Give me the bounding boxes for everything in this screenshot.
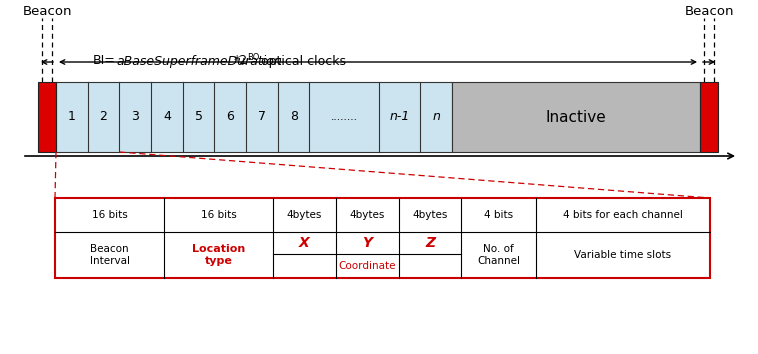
Text: n: n [432,110,440,124]
Text: 3: 3 [131,110,139,124]
Text: Location
type: Location type [192,244,245,266]
Bar [38,82,56,152]
Text: 4bytes: 4bytes [349,210,385,220]
Text: 1: 1 [68,110,76,124]
Text: 6: 6 [227,110,234,124]
Text: Coordinate: Coordinate [339,261,396,271]
Bar [55,198,710,278]
Text: Inactive: Inactive [546,109,606,125]
Text: 4bytes: 4bytes [412,210,448,220]
Text: *2: *2 [234,55,248,68]
Bar [452,82,700,152]
Text: Variable time slots: Variable time slots [575,250,672,260]
Text: Y: Y [362,236,372,250]
Text: aBaseSuperframeDuration: aBaseSuperframeDuration [116,55,282,68]
Text: No. of
Channel: No. of Channel [477,244,520,266]
Text: 8: 8 [290,110,298,124]
Text: 7: 7 [258,110,266,124]
Bar [700,82,718,152]
Text: X: X [299,236,310,250]
Text: 4 bits: 4 bits [484,210,513,220]
Text: BI=: BI= [93,55,116,68]
Text: n-1: n-1 [390,110,410,124]
Text: 5: 5 [195,110,202,124]
Text: Z: Z [425,236,435,250]
Bar [56,82,452,152]
Text: 4bytes: 4bytes [287,210,322,220]
Text: 16 bits: 16 bits [92,210,127,220]
Text: Beacon: Beacon [22,5,72,18]
Text: Beacon
Interval: Beacon Interval [89,244,130,266]
Text: 4: 4 [163,110,171,124]
Text: ........: ........ [330,112,358,122]
Text: 4 bits for each channel: 4 bits for each channel [563,210,683,220]
Text: optical clocks: optical clocks [257,55,346,68]
Text: 16 bits: 16 bits [201,210,236,220]
Text: BO: BO [247,52,259,62]
Text: Beacon: Beacon [684,5,734,18]
Text: 2: 2 [99,110,108,124]
